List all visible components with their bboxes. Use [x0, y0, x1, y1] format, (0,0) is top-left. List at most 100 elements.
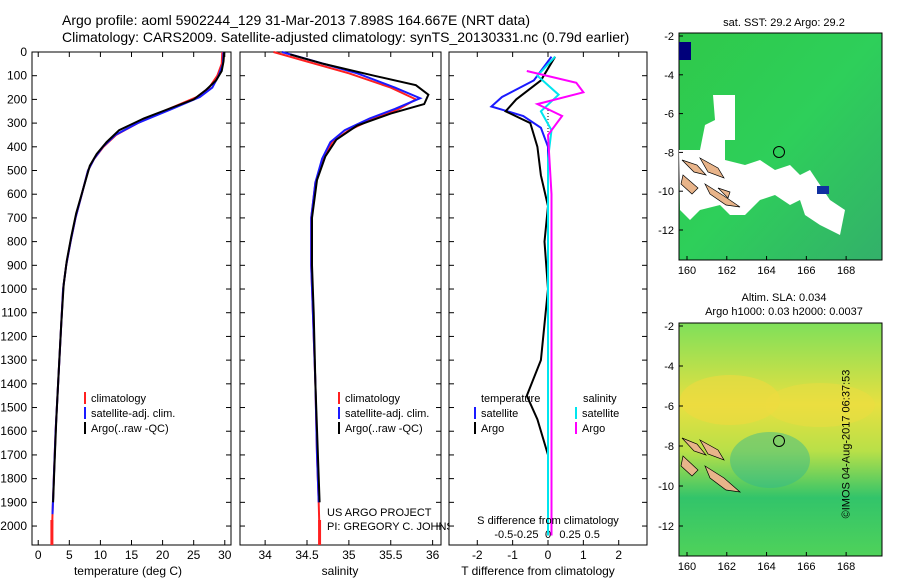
series-line-salinity-satellite	[535, 56, 561, 536]
map-y-tick-label: -8	[664, 147, 674, 159]
y-tick-label: 1500	[0, 401, 27, 415]
x-tick-label: 5	[66, 548, 73, 562]
t-diff-xlabel: T difference from climatology	[461, 564, 615, 578]
map-y-tick-label: -2	[664, 321, 674, 333]
imos-credit: ©IMOS 04-Aug-2017 06:37:53	[840, 369, 853, 519]
legend-satellite: satellite-adj. clim.	[91, 408, 175, 420]
x-tick-label: 35.5	[379, 548, 403, 562]
x-tick-label: 35	[342, 548, 356, 562]
x-tick-label: -1	[507, 548, 518, 562]
salinity-legend: climatology satellite-adj. clim. Argo(..…	[338, 392, 429, 435]
map-y-tick-label: -4	[664, 70, 674, 82]
series-line-argo-raw-qc-	[52, 51, 226, 503]
map-y-tick-label: -12	[658, 225, 674, 237]
temperature-xlabel: temperature (deg C)	[74, 564, 182, 578]
y-tick-label: 500	[7, 164, 27, 178]
y-tick-label: 1600	[0, 424, 27, 438]
x2-tick-label: 0.5	[585, 529, 600, 541]
y-tick-label: 1400	[0, 377, 27, 391]
y-tick-label: 600	[7, 187, 27, 201]
x2-tick-label: -0.5	[494, 529, 513, 541]
legend-satellite: satellite-adj. clim.	[345, 408, 429, 420]
island-shapes	[680, 437, 742, 493]
sst-map: sat. SST: 29.2 Argo: 29.2 160 162 164 166 16…	[658, 17, 883, 277]
argo-location-marker	[773, 146, 785, 158]
y-tick-label: 0	[20, 45, 27, 59]
salinity-xlabel: salinity	[322, 564, 359, 578]
x-tick-label: 0	[35, 548, 42, 562]
salinity-axis: 34 34.5 35 35.5 36	[240, 51, 441, 562]
figure-title-line2: Climatology: CARS2009. Satellite-adjuste…	[62, 29, 630, 45]
y-tick-label: 1200	[0, 329, 27, 343]
y-tick-label: 1800	[0, 472, 27, 486]
x-tick-label: 36	[426, 548, 440, 562]
series-line-salinity-argo	[526, 70, 586, 536]
map-y-tick-label: -12	[658, 521, 674, 533]
x-tick-label: 0	[545, 548, 552, 562]
temperature-panel: 0100200300400500600700800900100011001200…	[0, 45, 231, 578]
sla-map: Altim. SLA: 0.034 Argo h1000: 0.03 h2000…	[658, 292, 883, 573]
map-y-tick-label: -10	[658, 481, 674, 493]
y-tick-label: 100	[7, 69, 27, 83]
x-tick-label: 15	[125, 548, 139, 562]
legend-argo: Argo(..raw -QC)	[345, 423, 423, 435]
legend-climatology: climatology	[91, 393, 147, 405]
map-x-tick-label: 166	[797, 265, 815, 277]
figure-title-line1: Argo profile: aoml 5902244_129 31-Mar-20…	[62, 12, 531, 28]
legend-argo: Argo(..raw -QC)	[91, 423, 169, 435]
argo-location-marker	[773, 435, 785, 447]
y-tick-label: 400	[7, 140, 27, 154]
x-tick-label: 2	[615, 548, 622, 562]
legend-temperature: temperature	[481, 393, 540, 405]
island-shapes	[680, 157, 741, 208]
sla-map-title1: Altim. SLA: 0.034	[742, 292, 827, 304]
s-diff-xlabel: S difference from climatology	[477, 515, 619, 527]
y-tick-label: 1300	[0, 353, 27, 367]
y-tick-label: 900	[7, 258, 27, 272]
difference-legend: temperature salinity satellite Argo sate…	[474, 393, 619, 435]
pi-annotation: PI: GREGORY C. JOHNSON	[327, 521, 470, 533]
x-tick-label: 30	[218, 548, 232, 562]
map-y-tick-label: -6	[664, 401, 674, 413]
y-tick-label: 1900	[0, 495, 27, 509]
legend-climatology: climatology	[345, 393, 401, 405]
map-y-tick-label: -8	[664, 441, 674, 453]
y-tick-label: 700	[7, 211, 27, 225]
map-x-tick-label: 168	[837, 561, 855, 573]
legend-salinity: salinity	[583, 393, 617, 405]
difference-panel: -2 -1 0 1 2-0.5 -0.25 0 0.25 0.5 temperature sal…	[448, 51, 648, 578]
series-line-argo-raw-qc-	[289, 53, 430, 503]
map-x-tick-label: 168	[837, 265, 855, 277]
x-tick-label: -2	[472, 548, 483, 562]
x2-tick-label: -0.25	[513, 529, 538, 541]
x2-tick-label: 0.25	[559, 529, 580, 541]
map-x-tick-label: 162	[718, 561, 736, 573]
map-y-tick-label: -10	[658, 186, 674, 198]
sla-map-title2: Argo h1000: 0.03 h2000: 0.0037	[705, 306, 863, 318]
map-x-tick-label: 160	[678, 561, 696, 573]
x-tick-label: 25	[187, 548, 201, 562]
y-tick-label: 300	[7, 116, 27, 130]
x-tick-label: 20	[156, 548, 170, 562]
map-x-tick-label: 160	[678, 265, 696, 277]
temperature-legend: climatology satellite-adj. clim. Argo(..…	[84, 392, 175, 435]
map-y-tick-label: -6	[664, 109, 674, 121]
y-tick-label: 2000	[0, 519, 27, 533]
map-x-tick-label: 166	[797, 561, 815, 573]
x-tick-label: 1	[580, 548, 587, 562]
map-x-tick-label: 164	[757, 265, 775, 277]
map-x-tick-label: 162	[718, 265, 736, 277]
y-tick-label: 1700	[0, 448, 27, 462]
y-tick-label: 200	[7, 92, 27, 106]
legend-s-argo: Argo	[582, 423, 605, 435]
x-tick-label: 34	[258, 548, 272, 562]
salinity-panel: 34 34.5 35 35.5 36 climatology satellite-adj…	[239, 51, 470, 578]
x-tick-label: 10	[94, 548, 108, 562]
y-tick-label: 1000	[0, 282, 27, 296]
legend-s-satellite: satellite	[582, 408, 619, 420]
legend-t-satellite: satellite	[481, 408, 518, 420]
legend-t-argo: Argo	[481, 423, 504, 435]
x-tick-label: 34.5	[295, 548, 319, 562]
map-y-tick-label: -2	[664, 31, 674, 43]
